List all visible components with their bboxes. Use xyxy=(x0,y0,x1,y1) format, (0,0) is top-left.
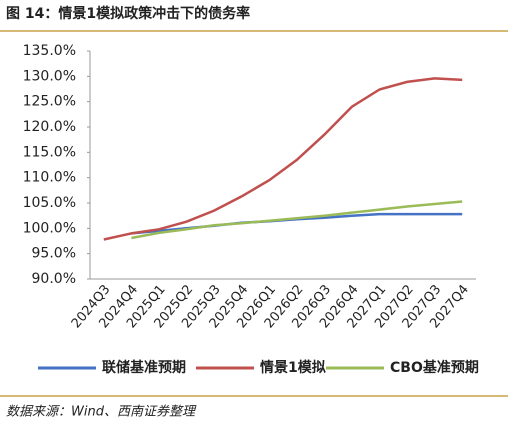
legend-label: 联储基准预期 xyxy=(102,359,186,376)
y-tick-label: 110.0% xyxy=(23,170,76,186)
y-tick-label: 100.0% xyxy=(23,220,76,236)
y-tick-label: 90.0% xyxy=(32,271,76,287)
source-note: 数据来源：Wind、西南证券整理 xyxy=(6,405,197,420)
y-tick-label: 115.0% xyxy=(23,144,76,160)
y-tick-label: 135.0% xyxy=(23,43,76,59)
y-tick-label: 105.0% xyxy=(23,195,76,211)
series-line xyxy=(131,200,463,240)
legend-label: CBO基准预期 xyxy=(390,359,479,376)
series-line xyxy=(103,77,463,241)
y-tick-label: 95.0% xyxy=(32,246,76,262)
y-tick-label: 125.0% xyxy=(23,94,76,110)
y-tick-label: 130.0% xyxy=(23,68,76,84)
legend-label: 情景1模拟 xyxy=(260,359,326,376)
chart-title: 图 14：情景1模拟政策冲击下的债务率 xyxy=(6,5,250,22)
y-tick-label: 120.0% xyxy=(23,119,76,135)
